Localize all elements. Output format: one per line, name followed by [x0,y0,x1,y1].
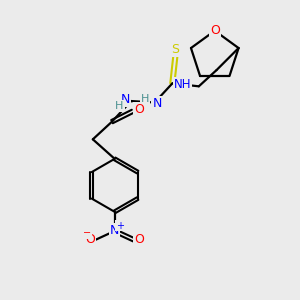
Text: N: N [110,224,119,238]
Text: S: S [171,43,179,56]
Text: H: H [116,101,124,111]
Text: O: O [85,233,95,246]
Text: NH: NH [174,78,191,91]
Text: H: H [140,94,149,104]
Text: −: − [83,228,91,238]
Text: O: O [134,103,144,116]
Text: N: N [120,93,130,106]
Text: N: N [152,98,162,110]
Text: +: + [116,221,124,231]
Text: O: O [134,233,144,246]
Text: O: O [210,24,220,37]
